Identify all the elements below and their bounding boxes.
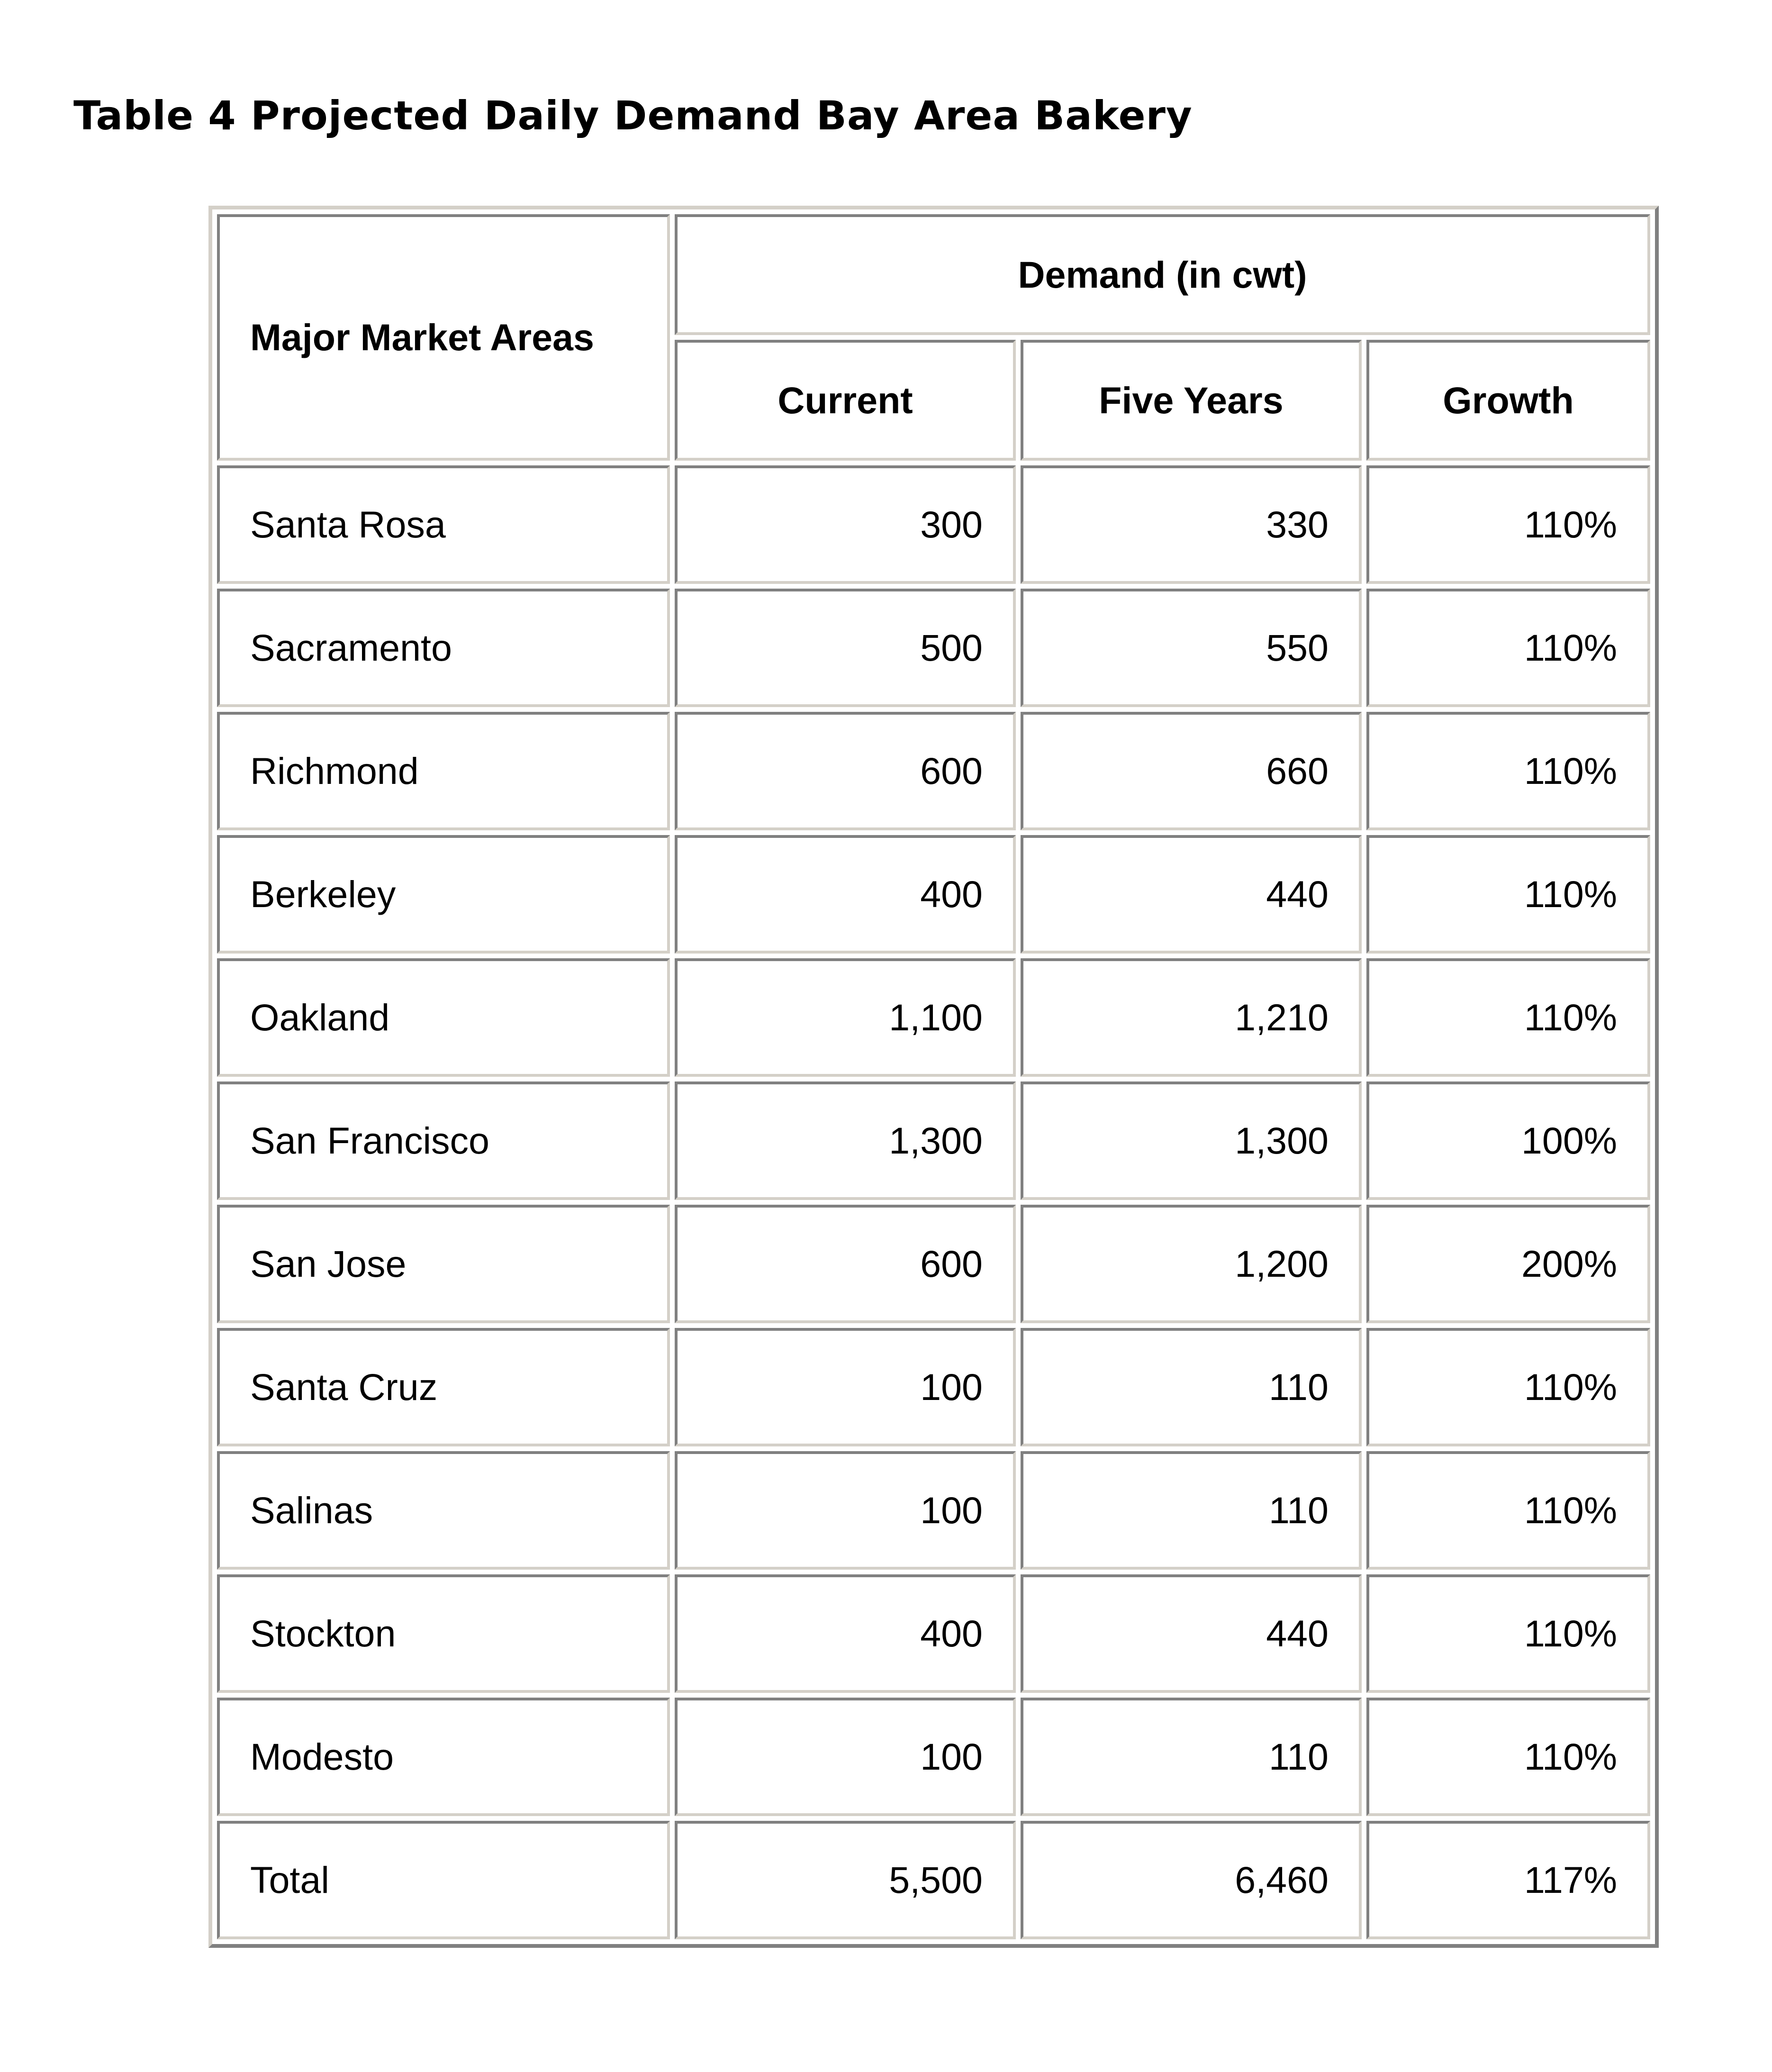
- cell-current: 300: [675, 465, 1016, 584]
- cell-growth: 110%: [1366, 712, 1651, 830]
- cell-five-years: 6,460: [1021, 1821, 1362, 1939]
- cell-five-years: 1,300: [1021, 1081, 1362, 1200]
- cell-growth: 110%: [1366, 1574, 1651, 1693]
- table-row: Santa Rosa 300 330 110%: [217, 465, 1651, 584]
- cell-growth: 110%: [1366, 1328, 1651, 1446]
- cell-current: 5,500: [675, 1821, 1016, 1939]
- cell-five-years: 110: [1021, 1328, 1362, 1446]
- table-row: Stockton 400 440 110%: [217, 1574, 1651, 1693]
- cell-growth: 110%: [1366, 1698, 1651, 1816]
- cell-current: 600: [675, 1205, 1016, 1323]
- cell-growth: 110%: [1366, 465, 1651, 584]
- cell-growth: 100%: [1366, 1081, 1651, 1200]
- cell-area: Berkeley: [217, 835, 670, 954]
- cell-growth: 200%: [1366, 1205, 1651, 1323]
- demand-table: Major Market Areas Demand (in cwt) Curre…: [208, 206, 1659, 1948]
- cell-current: 100: [675, 1328, 1016, 1446]
- header-current: Current: [675, 340, 1016, 461]
- table-row: Richmond 600 660 110%: [217, 712, 1651, 830]
- table-row: Sacramento 500 550 110%: [217, 589, 1651, 707]
- cell-area: Santa Rosa: [217, 465, 670, 584]
- cell-growth: 110%: [1366, 589, 1651, 707]
- cell-area: Modesto: [217, 1698, 670, 1816]
- table-row: Modesto 100 110 110%: [217, 1698, 1651, 1816]
- cell-growth: 117%: [1366, 1821, 1651, 1939]
- cell-area: Santa Cruz: [217, 1328, 670, 1446]
- cell-area: Oakland: [217, 958, 670, 1077]
- table-row: Salinas 100 110 110%: [217, 1451, 1651, 1570]
- cell-five-years: 440: [1021, 1574, 1362, 1693]
- cell-area: Richmond: [217, 712, 670, 830]
- cell-current: 400: [675, 835, 1016, 954]
- table-title: Table 4 Projected Daily Demand Bay Area …: [73, 92, 1193, 139]
- table-row: San Jose 600 1,200 200%: [217, 1205, 1651, 1323]
- cell-current: 500: [675, 589, 1016, 707]
- header-major-market-areas: Major Market Areas: [217, 214, 670, 461]
- header-row-group: Major Market Areas Demand (in cwt): [217, 214, 1651, 461]
- table-row: Berkeley 400 440 110%: [217, 835, 1651, 954]
- cell-five-years: 1,200: [1021, 1205, 1362, 1323]
- cell-area: Salinas: [217, 1451, 670, 1570]
- header-row-columns: Current Five Years Growth: [217, 340, 1651, 461]
- cell-five-years: 110: [1021, 1451, 1362, 1570]
- cell-five-years: 1,210: [1021, 958, 1362, 1077]
- cell-current: 1,300: [675, 1081, 1016, 1200]
- cell-area: Stockton: [217, 1574, 670, 1693]
- cell-five-years: 660: [1021, 712, 1362, 830]
- cell-current: 100: [675, 1451, 1016, 1570]
- table-row: San Francisco 1,300 1,300 100%: [217, 1081, 1651, 1200]
- cell-current: 100: [675, 1698, 1016, 1816]
- cell-area: Sacramento: [217, 589, 670, 707]
- cell-area: Total: [217, 1821, 670, 1939]
- cell-five-years: 330: [1021, 465, 1362, 584]
- table-row: Santa Cruz 100 110 110%: [217, 1328, 1651, 1446]
- cell-current: 1,100: [675, 958, 1016, 1077]
- cell-five-years: 440: [1021, 835, 1362, 954]
- cell-five-years: 550: [1021, 589, 1362, 707]
- total-row: Total 5,500 6,460 117%: [217, 1821, 1651, 1939]
- header-five-years: Five Years: [1021, 340, 1362, 461]
- cell-five-years: 110: [1021, 1698, 1362, 1816]
- cell-area: San Francisco: [217, 1081, 670, 1200]
- cell-growth: 110%: [1366, 1451, 1651, 1570]
- cell-current: 600: [675, 712, 1016, 830]
- cell-growth: 110%: [1366, 835, 1651, 954]
- header-growth: Growth: [1366, 340, 1651, 461]
- cell-current: 400: [675, 1574, 1016, 1693]
- cell-growth: 110%: [1366, 958, 1651, 1077]
- header-demand-group: Demand (in cwt): [675, 214, 1651, 335]
- table-row: Oakland 1,100 1,210 110%: [217, 958, 1651, 1077]
- cell-area: San Jose: [217, 1205, 670, 1323]
